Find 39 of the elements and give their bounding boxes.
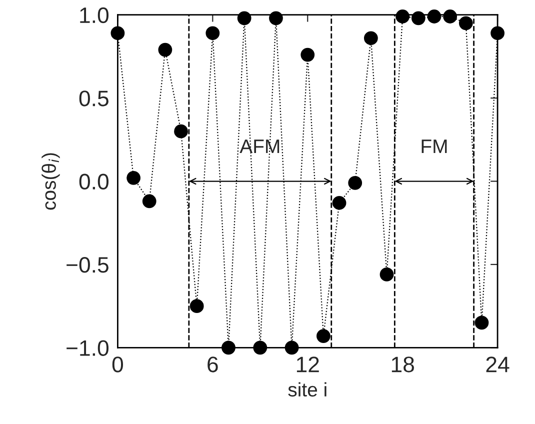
x-axis-title: site i: [288, 382, 326, 397]
point: [237, 11, 252, 26]
annotation: AFM: [240, 140, 280, 154]
point: [142, 194, 156, 208]
point: [348, 176, 362, 190]
y-axis-title: cos(θ$_{i}$): [42, 153, 60, 210]
point: [284, 340, 299, 355]
x-tick-label: 6: [208, 356, 218, 372]
point: [443, 10, 458, 24]
x-tick-label: 18: [392, 356, 414, 372]
point: [158, 42, 172, 57]
point: [253, 340, 268, 355]
point: [490, 26, 504, 40]
y-tick-label: −0.5: [66, 257, 108, 273]
point: [269, 11, 283, 26]
point: [206, 26, 220, 40]
point: [411, 11, 426, 26]
y-tick-label: 0.5: [79, 90, 108, 106]
annotation: FM: [422, 140, 447, 154]
point: [396, 10, 410, 24]
x-tick-label: 12: [296, 356, 319, 372]
point: [427, 10, 442, 24]
point: [300, 48, 315, 62]
x-tick-label: 0: [112, 356, 124, 372]
point: [190, 299, 204, 314]
point: [474, 316, 489, 330]
point: [364, 31, 378, 46]
y-tick-label: 0.0: [79, 174, 108, 190]
point: [174, 124, 188, 138]
point: [222, 340, 236, 355]
x-tick-label: 24: [486, 356, 510, 372]
y-tick-label: 1.0: [80, 7, 108, 24]
point: [316, 329, 330, 343]
point: [458, 16, 473, 30]
y-tick-label: −1.0: [66, 340, 108, 356]
point: [126, 170, 140, 185]
point: [110, 26, 125, 40]
point: [380, 268, 394, 282]
point: [332, 196, 346, 210]
